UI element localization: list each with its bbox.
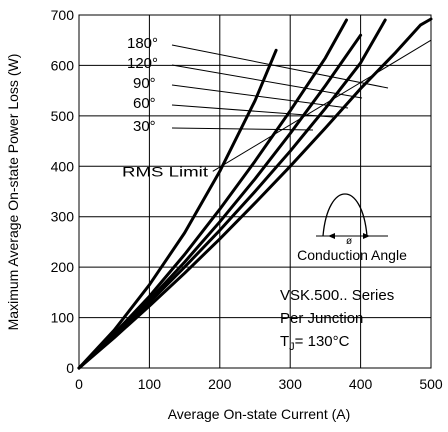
y-tick-label: 600 bbox=[51, 57, 75, 73]
rms-limit-label: RMS Limit bbox=[122, 163, 208, 179]
annotation-line-2: Per Junction bbox=[280, 310, 363, 327]
curve-label: 90° bbox=[133, 75, 156, 92]
curve-leader-line bbox=[171, 64, 363, 99]
x-tick-label: 0 bbox=[75, 376, 83, 392]
inset-label: Conduction Angle bbox=[297, 247, 407, 263]
x-tick-label: 100 bbox=[138, 376, 162, 392]
annotation-t: T bbox=[280, 333, 289, 350]
x-tick-label: 200 bbox=[208, 376, 232, 392]
grid-lines bbox=[79, 15, 431, 368]
rms-limit-line bbox=[212, 39, 432, 172]
curve-label: 180° bbox=[127, 35, 158, 52]
y-tick-label: 300 bbox=[51, 209, 75, 225]
curve-label: 120° bbox=[127, 55, 158, 72]
curve-labels: 180° 120° 90° 60° 30° bbox=[127, 35, 158, 135]
x-tick-label: 300 bbox=[279, 376, 303, 392]
series-line bbox=[77, 18, 348, 370]
curve-label-leaders bbox=[171, 39, 432, 172]
inset-arrow-left-icon bbox=[328, 233, 335, 239]
data-curves bbox=[77, 17, 433, 370]
inset-angle-symbol: ø bbox=[346, 236, 352, 247]
curve-leader-line bbox=[171, 44, 389, 89]
x-tick-label: 500 bbox=[419, 376, 443, 392]
y-tick-label: 700 bbox=[51, 7, 75, 23]
y-axis-label: Maximum Average On-state Power Loss (W) bbox=[5, 54, 21, 331]
y-tick-label: 500 bbox=[51, 108, 75, 124]
inset-waveform bbox=[322, 193, 368, 237]
curve-leader-line bbox=[171, 84, 349, 109]
conduction-angle-inset: ø Conduction Angle bbox=[297, 193, 407, 263]
annotation-j-subscript: J bbox=[289, 341, 295, 353]
x-tick-label: 400 bbox=[349, 376, 373, 392]
annotation-line-3: TJ= 130°C bbox=[280, 333, 350, 353]
series-annotation: VSK.500.. Series Per Junction TJ= 130°C bbox=[280, 287, 394, 353]
series-line bbox=[77, 48, 278, 370]
y-tick-label: 400 bbox=[51, 158, 75, 174]
y-tick-label: 0 bbox=[66, 360, 74, 376]
annotation-line-1: VSK.500.. Series bbox=[280, 287, 394, 304]
y-tick-label: 200 bbox=[51, 259, 75, 275]
annotation-temperature: = 130°C bbox=[295, 333, 350, 350]
curve-label: 60° bbox=[133, 95, 156, 112]
y-tick-label: 100 bbox=[51, 310, 75, 326]
inset-arrow-right-icon bbox=[363, 233, 370, 239]
tick-labels: 0 100 200 300 400 500 0 100 200 300 400 500 600 700 bbox=[51, 7, 443, 392]
series-line bbox=[77, 17, 433, 370]
plot-frame bbox=[78, 14, 432, 369]
x-axis-label: Average On-state Current (A) bbox=[168, 406, 351, 422]
curve-label: 30° bbox=[133, 118, 156, 135]
